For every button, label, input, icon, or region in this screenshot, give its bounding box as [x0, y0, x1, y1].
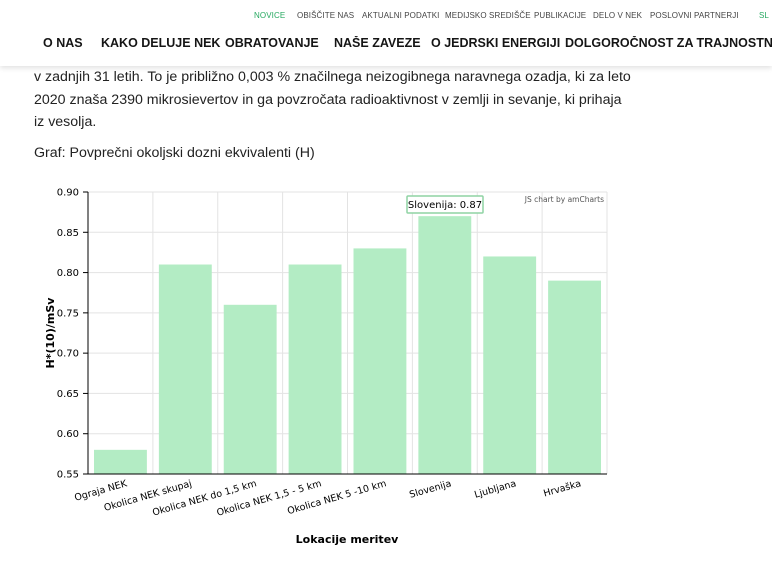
y-tick-label: 0.75 — [57, 308, 79, 319]
site-header: NOVICE OBIŠČITE NAS AKTUALNI PODATKI MED… — [0, 0, 772, 66]
article-line: 2020 znaša 2390 mikrosievertov in ga pov… — [34, 91, 622, 108]
bar-1[interactable] — [94, 449, 147, 474]
bar-7[interactable] — [483, 256, 537, 474]
bar-2[interactable] — [158, 264, 212, 474]
y-tick-label: 0.85 — [57, 228, 79, 239]
mainnav-nase-zaveze[interactable]: NAŠE ZAVEZE — [334, 36, 421, 50]
topnav-novice[interactable]: NOVICE — [254, 11, 286, 20]
x-tick-label: Slovenija — [408, 478, 452, 500]
y-tick-labels: 0.55 0.60 0.65 0.70 0.75 0.80 0.85 0.90 — [57, 188, 79, 481]
y-tick-label: 0.65 — [57, 389, 79, 400]
topnav-delo-v-nek[interactable]: DELO V NEK — [593, 11, 643, 20]
article-line: v zadnjih 31 letih. To je približno 0,00… — [34, 69, 631, 85]
topnav-poslovni-partnerji[interactable]: POSLOVNI PARTNERJI — [650, 11, 739, 20]
main-navigation: O NAS KAKO DELUJE NEK OBRATOVANJE NAŠE Z… — [0, 36, 772, 54]
article-body: v zadnjih 31 letih. To je približno 0,00… — [34, 66, 634, 134]
y-axis-label: H*(10)/mSv — [44, 297, 57, 369]
chart-axes — [87, 192, 607, 475]
y-tick-label: 0.80 — [57, 268, 79, 279]
topnav-aktualni-podatki[interactable]: AKTUALNI PODATKI — [362, 11, 440, 20]
chart-bars — [94, 216, 601, 474]
y-tick-label: 0.60 — [57, 429, 79, 440]
bar-4[interactable] — [288, 264, 342, 474]
y-tick-label: 0.70 — [57, 349, 79, 360]
mainnav-dolgorocnost[interactable]: DOLGOROČNOST ZA TRAJNOSTNI RA — [565, 36, 772, 50]
language-switch[interactable]: SL — [759, 11, 769, 20]
bar-3[interactable] — [223, 304, 277, 474]
mainnav-obratovanje[interactable]: OBRATOVANJE — [225, 36, 319, 50]
x-tick-label: Hrvaška — [542, 478, 582, 499]
mainnav-o-nas[interactable]: O NAS — [43, 36, 83, 50]
topnav-obiscite-nas[interactable]: OBIŠČITE NAS — [297, 11, 355, 20]
x-tick-label: Ljubljana — [473, 478, 517, 500]
topnav-medijsko-sredisce[interactable]: MEDIJSKO SREDIŠČE — [445, 11, 531, 20]
bar-8[interactable] — [548, 280, 601, 474]
x-axis-label: Lokacije meritev — [296, 533, 399, 546]
chart-tooltip: Slovenija: 0.87 — [406, 195, 484, 214]
tooltip-text: Slovenija: 0.87 — [408, 200, 482, 211]
topnav-publikacije[interactable]: PUBLIKACIJE — [534, 11, 587, 20]
y-tick-label: 0.55 — [57, 470, 79, 481]
bar-6[interactable] — [418, 216, 472, 474]
mainnav-o-jedrski-energiji[interactable]: O JEDRSKI ENERGIJI — [431, 36, 561, 50]
article-line: iz vesolja. — [34, 114, 97, 130]
bar-5[interactable] — [353, 248, 407, 474]
mainnav-kako-deluje-nek[interactable]: KAKO DELUJE NEK — [101, 36, 221, 50]
chart-caption: Graf: Povprečni okoljski dozni ekvivalen… — [34, 145, 315, 161]
y-tick-label: 0.90 — [57, 188, 79, 199]
chart-credit[interactable]: JS chart by amCharts — [524, 195, 604, 204]
